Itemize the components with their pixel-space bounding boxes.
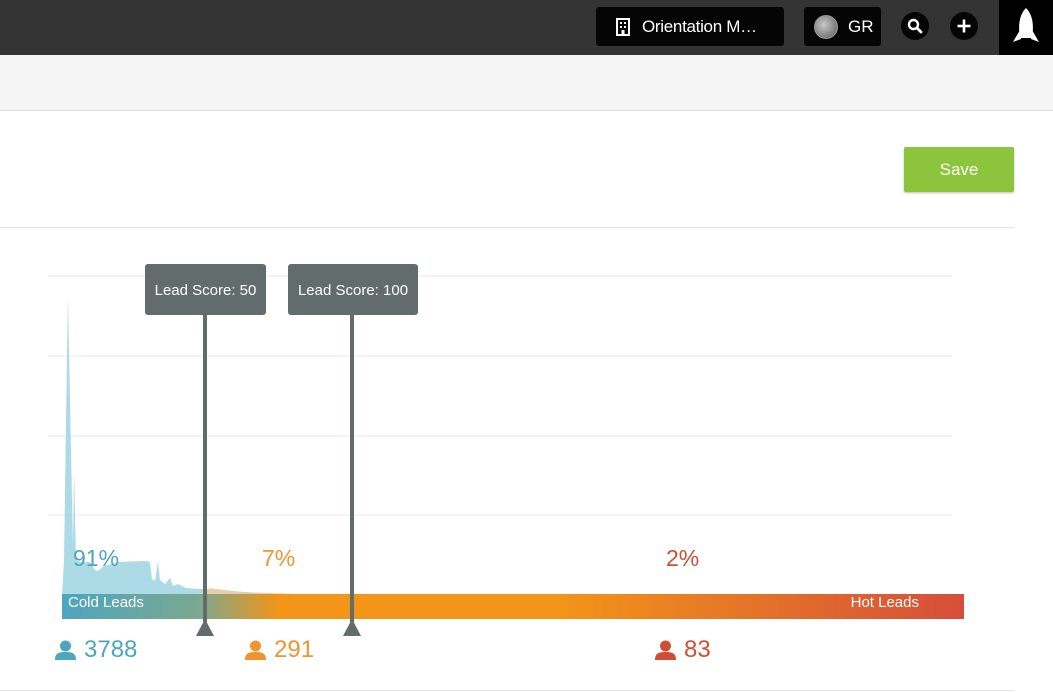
org-switcher-button[interactable]: Orientation M… <box>596 7 784 46</box>
marker-label: Lead Score: 100 <box>298 282 408 299</box>
section-divider <box>0 227 1014 228</box>
person-icon <box>55 640 76 660</box>
marker-handle[interactable] <box>196 619 214 636</box>
user-menu-button[interactable]: GR <box>804 7 881 46</box>
plus-icon <box>957 19 971 33</box>
warm-count: 291 <box>245 636 314 664</box>
save-button[interactable]: Save <box>904 147 1014 192</box>
distribution-tail <box>200 588 340 595</box>
sub-header <box>0 55 1053 111</box>
person-icon <box>245 640 266 660</box>
avatar <box>814 14 838 39</box>
cold-leads-label: Cold Leads <box>68 594 144 611</box>
top-bar: Orientation M… GR <box>0 0 1053 55</box>
launch-button[interactable] <box>999 0 1053 55</box>
distribution-area <box>62 296 320 595</box>
search-button[interactable] <box>901 12 929 40</box>
hot-percent: 2% <box>666 545 699 571</box>
marker-label: Lead Score: 50 <box>155 282 257 299</box>
marker-handle[interactable] <box>343 619 361 636</box>
user-initials: GR <box>848 16 874 36</box>
add-button[interactable] <box>950 12 978 40</box>
score-marker-50[interactable]: Lead Score: 50 <box>145 264 266 636</box>
warm-count-value: 291 <box>274 636 315 663</box>
search-icon <box>907 18 923 34</box>
marker-line[interactable] <box>203 315 207 622</box>
score-marker-100[interactable]: Lead Score: 100 <box>288 264 418 636</box>
warm-percent: 7% <box>262 545 295 571</box>
org-name: Orientation M… <box>642 16 757 36</box>
hot-count-value: 83 <box>684 636 711 663</box>
person-icon <box>655 640 676 660</box>
cold-count-value: 3788 <box>84 636 138 663</box>
bottom-divider <box>0 690 1014 691</box>
lead-heat-bar <box>62 594 964 619</box>
cold-percent: 91% <box>73 545 119 571</box>
hot-count: 83 <box>655 636 711 664</box>
cold-count: 3788 <box>55 636 137 664</box>
marker-tooltip[interactable] <box>145 264 266 315</box>
marker-tooltip[interactable] <box>288 264 418 315</box>
marker-line[interactable] <box>350 315 354 622</box>
hot-leads-label: Hot Leads <box>851 594 919 611</box>
building-icon <box>616 17 630 36</box>
rocket-icon <box>1013 7 1039 45</box>
